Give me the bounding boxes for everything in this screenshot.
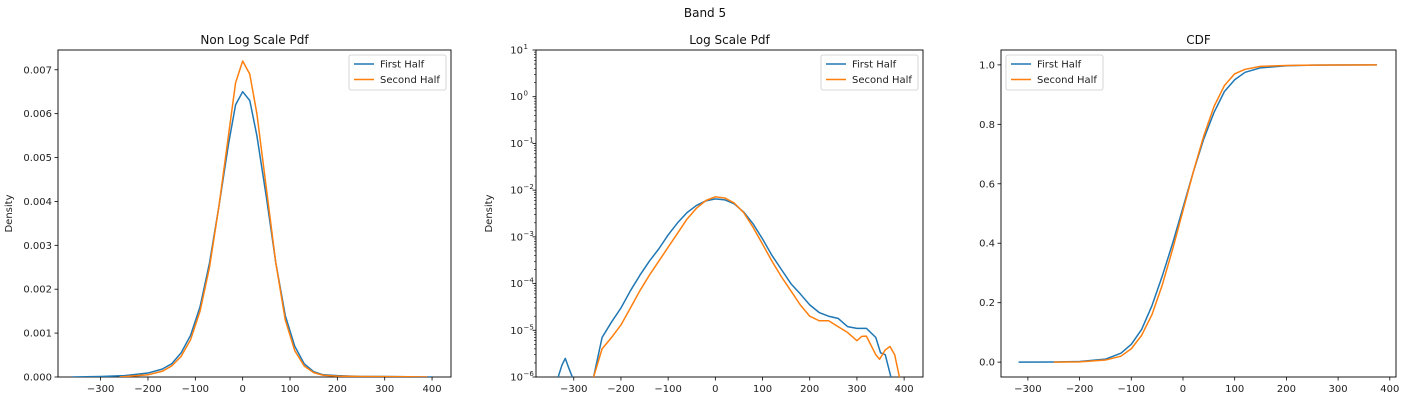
y-tick-label: 0.007 xyxy=(23,65,52,76)
axes-frame xyxy=(57,49,452,378)
y-tick-label: 0.004 xyxy=(23,197,52,208)
x-tick-label: 100 xyxy=(753,384,772,395)
series-line-second-half xyxy=(592,196,901,377)
x-tick-label: 0 xyxy=(712,384,718,395)
x-tick-label: −200 xyxy=(134,384,161,395)
series-line-first-half xyxy=(557,357,574,377)
x-tick-label: 200 xyxy=(800,384,819,395)
x-tick-label: −100 xyxy=(654,384,681,395)
y-tick-exponent: −6 xyxy=(524,370,535,378)
subplot-title: CDF xyxy=(1186,33,1211,47)
y-tick-exponent: 0 xyxy=(524,90,528,98)
y-tick-exponent: 1 xyxy=(524,43,528,51)
y-tick-label: 1.0 xyxy=(979,60,995,71)
x-tick-label: −100 xyxy=(1118,384,1145,395)
y-tick-label: 0.002 xyxy=(23,285,52,296)
x-tick-label: 0 xyxy=(1180,384,1186,395)
x-tick-label: 200 xyxy=(1277,384,1296,395)
y-tick-exponent: −5 xyxy=(524,323,534,331)
legend-label: Second Half xyxy=(1037,75,1097,86)
y-tick-label: 0.000 xyxy=(23,373,52,384)
y-tick-label: 0.4 xyxy=(979,239,995,250)
series-line-first-half xyxy=(72,90,433,377)
legend-label: First Half xyxy=(380,60,425,71)
series-group xyxy=(557,196,901,377)
y-tick-label: 0.003 xyxy=(23,241,52,252)
y-axis-label: Density xyxy=(484,194,495,232)
legend-label: Second Half xyxy=(380,75,440,86)
x-tick-label: 300 xyxy=(375,384,394,395)
legend-label: Second Half xyxy=(852,75,912,86)
x-tick-label: 400 xyxy=(423,384,442,395)
subplot-title: Log Scale Pdf xyxy=(689,33,770,47)
axes-frame xyxy=(1000,49,1397,378)
x-tick-label: −100 xyxy=(182,384,209,395)
y-tick-label: 0.8 xyxy=(979,120,995,131)
x-tick-label: 100 xyxy=(280,384,299,395)
x-tick-label: 100 xyxy=(1225,384,1244,395)
x-tick-label: −200 xyxy=(607,384,634,395)
x-tick-label: 400 xyxy=(895,384,914,395)
x-tick-label: 300 xyxy=(1329,384,1348,395)
y-tick-label: 0.005 xyxy=(23,153,52,164)
x-tick-label: 0 xyxy=(239,384,245,395)
x-tick-label: −300 xyxy=(560,384,587,395)
y-tick-label: 0.6 xyxy=(979,179,995,190)
legend: First Half Second Half xyxy=(1005,54,1104,91)
subplot-3: CDF −300 −200 −100 0 100 200 300 400 0.0 0.2 0.4 0.6… xyxy=(979,33,1399,395)
x-tick-label: 300 xyxy=(847,384,866,395)
y-tick-exponent: −2 xyxy=(524,183,534,191)
subplot-title: Non Log Scale Pdf xyxy=(200,33,309,47)
y-axis-label: Density xyxy=(4,194,15,232)
y-tick-label: 10 xyxy=(510,46,523,57)
series-line-first-half xyxy=(1018,64,1377,363)
y-tick-label: 10 xyxy=(510,92,523,103)
y-tick-label: 0.0 xyxy=(979,358,995,369)
y-tick-label: 10 xyxy=(510,139,523,150)
subplot-1: Non Log Scale Pdf Density −300 −200 −100 0 100… xyxy=(4,33,452,395)
y-tick-label: 10 xyxy=(510,373,523,384)
x-tick-label: 400 xyxy=(1380,384,1399,395)
x-tick-label: −300 xyxy=(1014,384,1041,395)
y-tick-label: 0.006 xyxy=(23,109,52,120)
y-tick-label: 0.2 xyxy=(979,298,995,309)
y-tick-label: 10 xyxy=(510,326,523,337)
legend-label: First Half xyxy=(1037,60,1082,71)
figure-suptitle: Band 5 xyxy=(684,6,726,20)
x-tick-label: −300 xyxy=(87,384,114,395)
y-tick-label: 10 xyxy=(510,186,523,197)
series-line-second-half xyxy=(1053,64,1377,363)
y-tick-label: 10 xyxy=(510,232,523,243)
series-line-first-half xyxy=(592,198,892,377)
x-tick-label: −200 xyxy=(1066,384,1093,395)
y-tick-exponent: −4 xyxy=(524,277,535,285)
series-group xyxy=(72,60,433,377)
y-tick-label: 10 xyxy=(510,279,523,290)
y-tick-exponent: −1 xyxy=(524,136,534,144)
y-tick-label: 0.001 xyxy=(23,329,52,340)
y-tick-exponent: −3 xyxy=(524,230,534,238)
axes-frame xyxy=(535,49,924,378)
legend: First Half Second Half xyxy=(348,54,447,91)
x-tick-label: 200 xyxy=(328,384,347,395)
legend-label: First Half xyxy=(852,60,897,71)
series-group xyxy=(1018,64,1377,363)
legend: First Half Second Half xyxy=(820,54,919,91)
series-line-second-half xyxy=(119,60,428,377)
